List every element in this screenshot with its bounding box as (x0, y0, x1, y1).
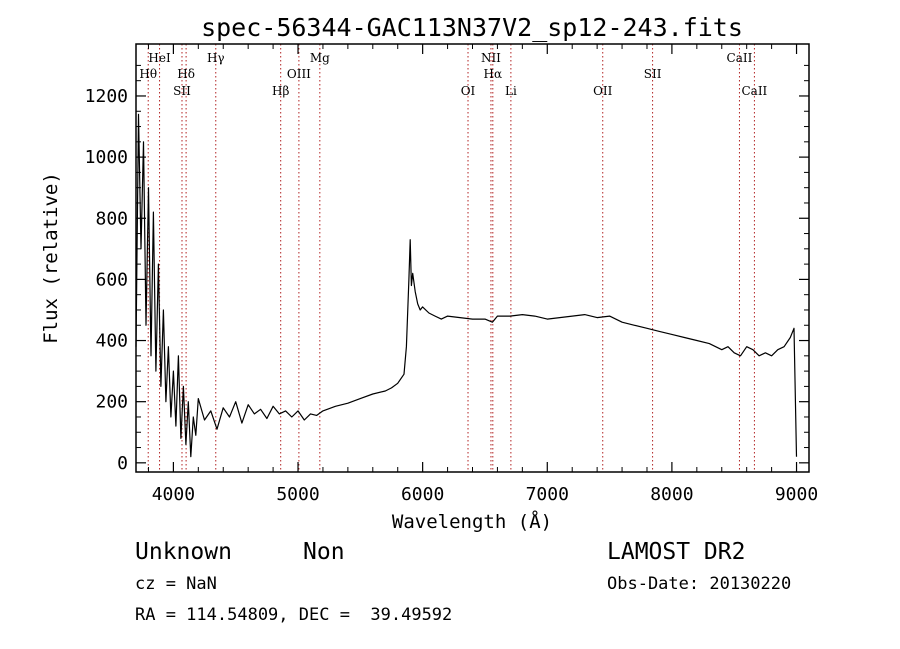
object-subclass: Non (303, 539, 345, 565)
y-tick-label: 200 (95, 392, 128, 413)
coordinates: RA = 114.54809, DEC = 39.49592 (135, 605, 452, 625)
x-tick-label: 8000 (650, 484, 693, 505)
chart-title: spec-56344-GAC113N37V2_sp12-243.fits (201, 13, 743, 42)
y-axis-label: Flux (relative) (40, 172, 62, 344)
spectral-line-label: Li (505, 84, 517, 98)
y-tick-label: 1200 (85, 86, 128, 107)
spectral-line-label: NII (481, 51, 501, 65)
spectral-line-label: OII (593, 84, 613, 98)
spectral-line-label: HeI (148, 51, 171, 65)
survey-label: LAMOST DR2 (607, 539, 745, 565)
spectral-line-label: OIII (287, 67, 311, 81)
spectral-line-label: Hα (484, 67, 503, 81)
x-axis: 4000 5000 6000 7000 8000 9000 (147, 44, 818, 505)
y-tick-label: 600 (95, 269, 128, 290)
y-tick-label: 400 (95, 331, 128, 352)
x-tick-label: 7000 (526, 484, 569, 505)
y-tick-label: 0 (117, 453, 128, 474)
spectral-line-label: OI (461, 84, 476, 98)
x-tick-label: 4000 (152, 484, 195, 505)
x-tick-label: 5000 (276, 484, 319, 505)
spectral-line-label: SII (173, 84, 191, 98)
spectral-line-label: Hγ (207, 51, 225, 65)
spectral-line-label: Hδ (177, 67, 195, 81)
spectral-line-label: CaII (741, 84, 767, 98)
spectral-line-label: Hβ (272, 84, 289, 98)
y-axis: 0 200 400 600 800 1000 1200 (85, 64, 809, 474)
y-tick-label: 800 (95, 208, 128, 229)
x-tick-label: 6000 (401, 484, 444, 505)
obs-date: Obs-Date: 20130220 (607, 574, 791, 594)
x-tick-label: 9000 (775, 484, 818, 505)
object-class: Unknown (135, 539, 232, 565)
spectral-line-label: Mg (310, 51, 330, 65)
spectral-line-label: CaII (727, 51, 753, 65)
cz-value: cz = NaN (135, 574, 217, 594)
x-axis-label: Wavelength (Å) (392, 510, 552, 533)
y-tick-label: 1000 (85, 147, 128, 168)
spectral-line-label: Hθ (139, 67, 157, 81)
spectral-line-label: SII (644, 67, 662, 81)
spectrum-series-line (135, 113, 798, 458)
